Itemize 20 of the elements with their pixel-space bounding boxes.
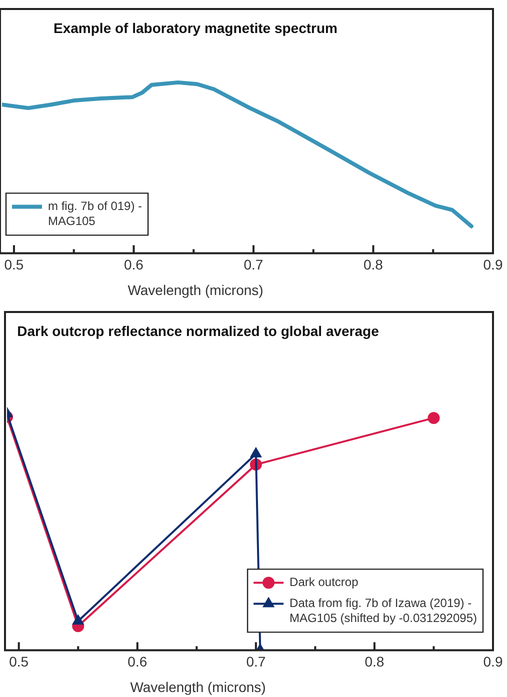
point: [250, 448, 262, 458]
chart-title: Dark outcrop reflectance normalized to global average: [17, 322, 380, 339]
x-tick-label: 0.5: [9, 653, 29, 670]
x-tick-label: 0.7: [246, 653, 266, 670]
chart-title: Example of laboratory magnetite spectrum: [54, 20, 338, 36]
x-tick-label: 0.9: [483, 256, 503, 272]
legend-label: Data from fig. 7b of Izawa (2019) - MAG105 (shifted by -0.031292095): [290, 596, 478, 626]
x-tick-label: 0.8: [364, 256, 384, 272]
x-tick-label: 0.8: [364, 653, 384, 670]
x-tick-label: 0.6: [124, 256, 144, 272]
x-axis-title: Wavelength (microns): [130, 678, 266, 695]
point: [428, 412, 440, 424]
x-tick-label: 0.5: [4, 256, 24, 272]
x-tick-label: 0.9: [483, 653, 503, 670]
x-tick-label: 0.7: [244, 256, 264, 272]
legend-label: m fig. 7b of 019) - MAG105: [48, 199, 142, 228]
x-tick-label: 0.6: [128, 653, 148, 670]
x-axis-title: Wavelength (microns): [128, 282, 264, 298]
legend-label: Dark outcrop: [290, 575, 359, 590]
point: [72, 615, 84, 625]
